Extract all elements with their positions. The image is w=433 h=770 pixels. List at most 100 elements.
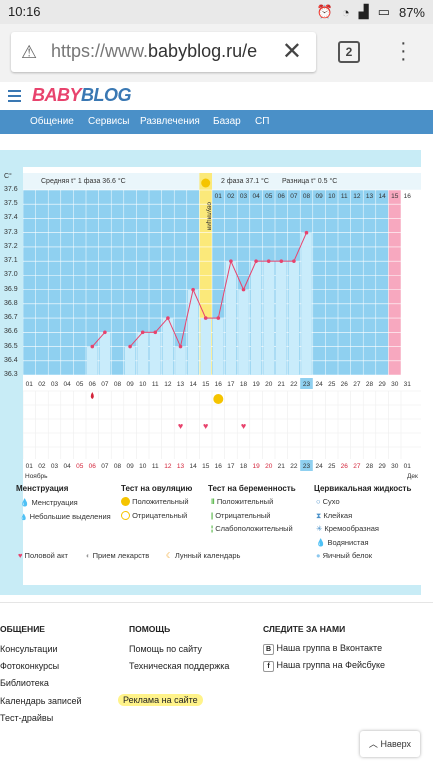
footer-col3-heading: СЛЕДИТЕ ЗА НАМИ: [263, 624, 346, 634]
temperature-bar: [250, 261, 262, 375]
legend-spotting-item: 💧 Небольшие выделения: [20, 512, 111, 521]
day-label-lower: 12: [164, 463, 172, 470]
footer-col2-heading: ПОМОЩЬ: [129, 624, 171, 634]
day-label-upper: 10: [139, 381, 147, 388]
y-tick-label: 36.6: [4, 328, 18, 336]
day-label-lower: 14: [189, 463, 197, 470]
temperature-line: [91, 331, 106, 347]
temperature-bar: [99, 332, 111, 375]
phase2-average: 2 фаза 37.1 °C: [221, 178, 269, 185]
day-label-lower: 02: [38, 463, 46, 470]
egg-icon: ●: [316, 551, 321, 560]
nav-item-communication[interactable]: Общение: [30, 116, 74, 127]
main-nav: Общение Сервисы Развлечения Базар СП: [0, 110, 433, 134]
menstruation-drop-icon: [90, 392, 94, 399]
legend-pregnancy-weak: ¦ Слабоположительный: [211, 524, 293, 533]
hamburger-menu-icon[interactable]: [8, 90, 21, 105]
day-label-upper: 27: [353, 381, 361, 388]
today-highlight: [300, 460, 313, 471]
temperature-bar: [263, 261, 274, 375]
temperature-line: [293, 232, 307, 262]
heart-icon: ♥: [178, 421, 183, 431]
day-label-lower: 01: [26, 463, 34, 470]
legend-cervical-watery: 💧 Водянистая: [316, 538, 369, 547]
day-label-lower: 22: [290, 463, 298, 470]
day-label-lower: 09: [126, 463, 134, 470]
temperature-point: [279, 259, 284, 263]
nav-item-market[interactable]: Базар: [213, 116, 241, 127]
footer-link-help[interactable]: Помощь по сайту: [129, 644, 202, 654]
y-tick-label: 36.8: [4, 299, 18, 307]
footer-link-advertising[interactable]: Реклама на сайте: [118, 694, 203, 706]
day-label-upper: 11: [152, 381, 159, 388]
temperature-bar: [225, 261, 237, 375]
footer-link-library[interactable]: Библиотека: [0, 678, 49, 688]
day-label-upper: 03: [51, 381, 59, 388]
temperature-line: [192, 289, 207, 319]
heart-icon: ♥: [203, 421, 208, 431]
warning-icon[interactable]: ⚠: [21, 42, 38, 62]
legend-cervical-dry: ○ Сухо: [316, 497, 340, 506]
day-label-lower: 27: [353, 463, 361, 470]
day-label-lower: 18: [240, 463, 248, 470]
phase2-day-label: 15: [391, 193, 399, 200]
swirl-icon: ✳: [316, 524, 323, 533]
day-label-lower: 26: [341, 463, 349, 470]
day-label-lower: 07: [101, 463, 109, 470]
day-label-upper: 24: [315, 381, 323, 388]
legend-ovulation-heading: Тест на овуляцию: [121, 484, 193, 493]
legend-ovulation-negative: Отрицательный: [121, 511, 187, 520]
day-label-upper: 12: [164, 381, 172, 388]
temperature-bar: [175, 346, 186, 375]
phase2-day-label: 06: [278, 193, 286, 200]
y-tick-label: 36.4: [4, 356, 18, 364]
legend-cervical-sticky: ⧗ Клейкая: [316, 511, 353, 520]
day-label-lower: 21: [278, 463, 286, 470]
y-tick-label: 37.3: [4, 228, 18, 236]
footer-link-vk[interactable]: B Наша группа в Вконтакте: [263, 643, 382, 655]
signal-icon: ▟: [358, 4, 369, 19]
footer-link-facebook[interactable]: f Наша группа на Фейсбуке: [263, 660, 385, 672]
nav-item-services[interactable]: Сервисы: [88, 116, 130, 127]
nav-item-sp[interactable]: СП: [255, 116, 270, 127]
legend-lunar: ☾ Лунный календарь: [166, 551, 241, 560]
footer-link-test-drives[interactable]: Тест-драйвы: [0, 713, 54, 723]
next-month-label: Дек: [407, 473, 418, 480]
nav-item-entertainment[interactable]: Развлечения: [140, 116, 200, 127]
day-label-lower: 01: [404, 463, 412, 470]
tab-switcher-button[interactable]: 2: [338, 41, 360, 63]
temperature-line: [180, 289, 194, 347]
footer-link-consultations[interactable]: Консультации: [0, 644, 58, 654]
footer-link-calendar[interactable]: Календарь записей: [0, 696, 82, 706]
close-icon[interactable]: ✕: [281, 38, 302, 65]
url-text[interactable]: https://www.babyblog.ru/e: [51, 41, 258, 61]
day-label-upper: 22: [290, 381, 298, 388]
weak-bar-icon: ¦: [211, 524, 214, 533]
overflow-menu-icon[interactable]: · · ·: [400, 32, 407, 70]
wifi-icon: ◔: [341, 4, 350, 20]
footer-link-support[interactable]: Техническая поддержка: [129, 661, 230, 671]
phase2-day-label: 01: [215, 193, 223, 200]
legend-cervical-creamy: ✳ Кремообразная: [316, 524, 379, 533]
temperature-bar: [213, 318, 224, 375]
footer-link-photo-contests[interactable]: Фотоконкурсы: [0, 661, 60, 671]
day-label-lower: 30: [391, 463, 399, 470]
back-to-top-button[interactable]: ︿ Наверх: [360, 731, 420, 757]
status-time: 10:16: [8, 4, 41, 19]
battery-level: 87%: [398, 4, 425, 20]
day-label-lower: 13: [177, 463, 185, 470]
temperature-bar: [162, 318, 174, 375]
temperature-point: [128, 344, 132, 349]
address-bar[interactable]: ⚠ https://www.babyblog.ru/e ✕: [11, 32, 316, 72]
site-logo[interactable]: BABYBLOG: [32, 85, 132, 105]
day-label-lower: 03: [51, 463, 59, 470]
legend-ovulation-positive: Положительный: [121, 497, 189, 506]
day-label-lower: 28: [366, 463, 374, 470]
phase2-day-label: 13: [366, 193, 374, 200]
phase2-day-label: 09: [315, 193, 323, 200]
ovulation-marker: [201, 178, 211, 188]
day-label-upper: 17: [227, 381, 235, 388]
day-label-upper: 21: [278, 381, 286, 388]
temperature-difference: Разница t° 0.5 °C: [282, 178, 338, 185]
y-tick-label: 37.1: [4, 257, 18, 265]
